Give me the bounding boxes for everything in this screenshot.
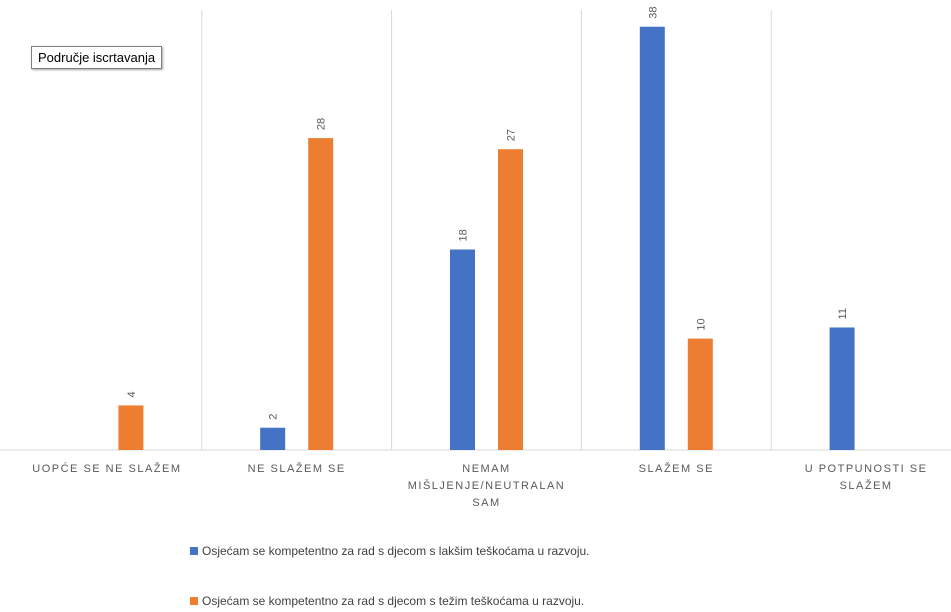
category-label: SAM xyxy=(472,497,500,509)
data-labels: 2 18 38 11 4 28 27 10 xyxy=(126,6,849,419)
plot-area-tooltip: Područje iscrtavanja xyxy=(31,46,163,69)
legend-item-series-1[interactable]: Osjećam se kompetentno za rad s djecom s… xyxy=(190,544,930,558)
data-label: 2 xyxy=(268,414,280,420)
category-label: U POTPUNOSTI SE xyxy=(805,463,928,475)
category-label: SLAŽEM SE xyxy=(639,462,714,475)
bar-series-2[interactable] xyxy=(118,405,144,450)
category-label: MIŠLJENJE/NEUTRALAN xyxy=(408,479,565,492)
category-label: UOPĆE SE NE SLAŽEM xyxy=(32,462,181,475)
category-axis-labels: UOPĆE SE NE SLAŽEM NE SLAŽEM SE NEMAM MIŠLJ… xyxy=(32,462,928,509)
bar-series-2[interactable] xyxy=(498,149,523,450)
data-label: 4 xyxy=(126,391,138,397)
gridlines xyxy=(0,10,951,451)
legend-swatch-orange xyxy=(190,597,198,605)
bar-series-1[interactable] xyxy=(639,26,665,450)
data-label: 28 xyxy=(316,118,328,130)
legend-label-series-2: Osjećam se kompetentno za rad s djecom s… xyxy=(202,594,585,608)
category-label: NEMAM xyxy=(462,463,510,475)
data-label: 27 xyxy=(506,129,518,141)
bar-series-1[interactable] xyxy=(260,427,286,450)
bar-series-1[interactable] xyxy=(450,249,475,450)
legend-label-series-1: Osjećam se kompetentno za rad s djecom s… xyxy=(202,544,590,558)
legend-swatch-blue xyxy=(190,547,198,555)
data-label: 38 xyxy=(647,6,659,18)
bars xyxy=(118,26,855,451)
legend-item-series-2[interactable]: Osjećam se kompetentno za rad s djecom s… xyxy=(190,594,930,608)
bar-series-1[interactable] xyxy=(829,327,855,450)
category-label: SLAŽEM xyxy=(840,479,893,492)
bar-series-2[interactable] xyxy=(687,338,713,450)
bar-series-2[interactable] xyxy=(308,138,334,451)
data-label: 18 xyxy=(458,229,470,241)
data-label: 11 xyxy=(837,308,849,319)
category-label: NE SLAŽEM SE xyxy=(248,462,346,475)
data-label: 10 xyxy=(695,318,707,330)
